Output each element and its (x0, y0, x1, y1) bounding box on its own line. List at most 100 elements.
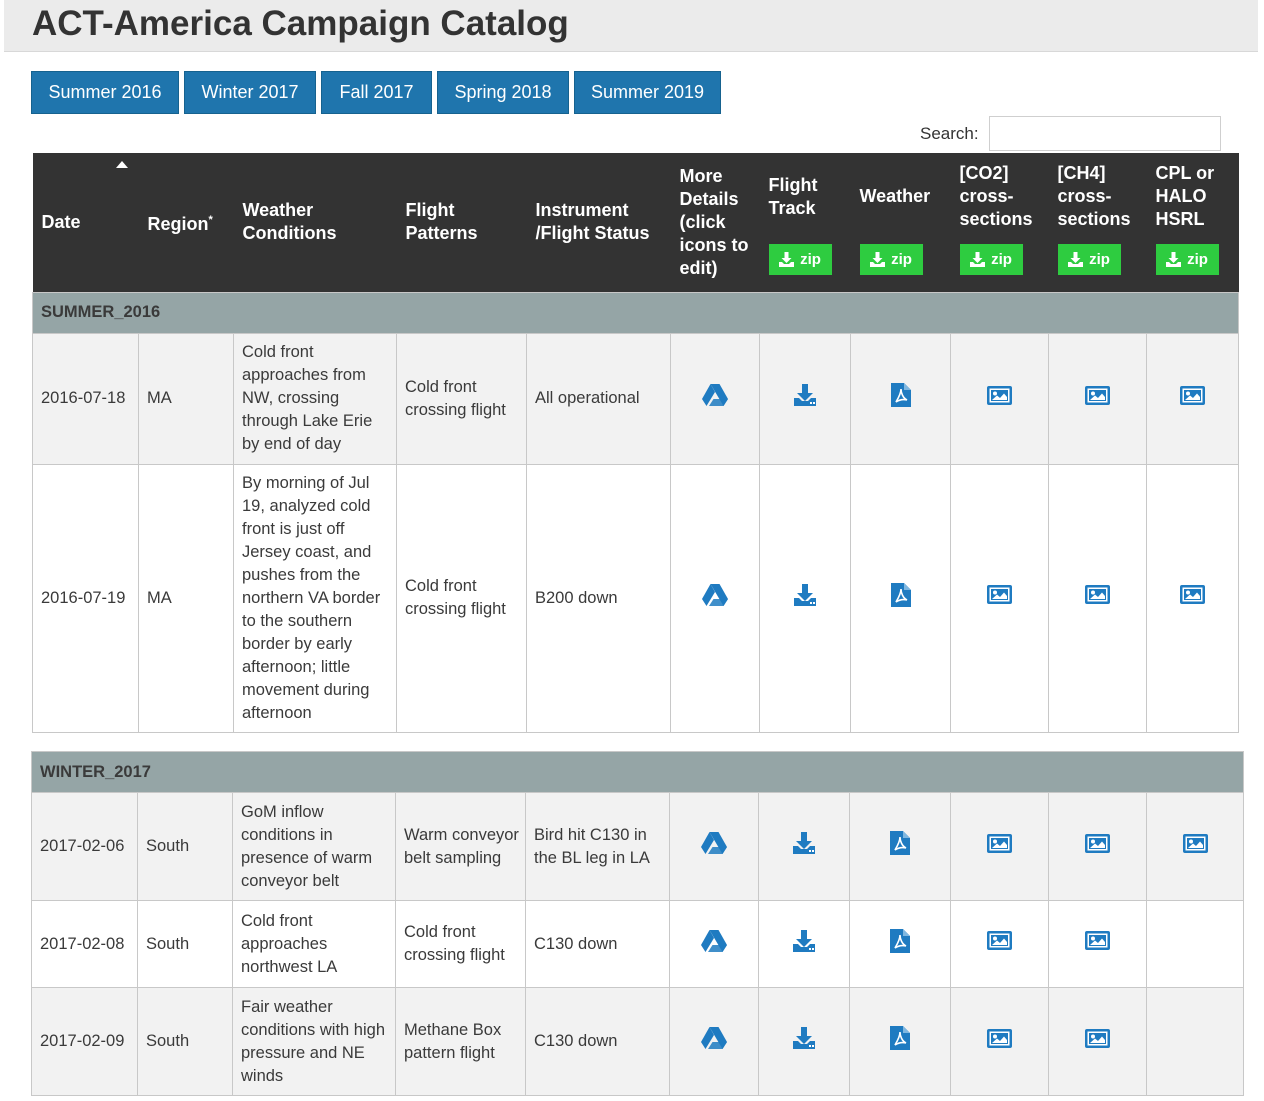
region-cell: MA (138, 332, 234, 465)
more-details-cell (670, 332, 760, 465)
download-icon[interactable] (792, 1026, 816, 1057)
cpl-cell (1146, 463, 1239, 733)
image-icon[interactable] (987, 931, 1012, 957)
download-icon (970, 252, 988, 267)
date-cell: 2016-07-19 (32, 463, 139, 733)
cpl-cell (1145, 900, 1245, 988)
co2-zip-button[interactable]: zip (959, 244, 1023, 275)
download-icon (1068, 252, 1086, 267)
more-details-column-header[interactable]: More Details (click icons to edit) (670, 153, 760, 292)
region-cell: South (137, 900, 233, 988)
table-row: 2016-07-18 MA Cold front approaches from N… (32, 332, 1239, 465)
co2-cell (950, 900, 1049, 988)
cpl-cell (1145, 792, 1245, 901)
pdf-file-icon[interactable] (890, 928, 910, 960)
weather-cell: Cold front approaches northwest LA (232, 900, 396, 988)
image-icon[interactable] (987, 833, 1012, 860)
ch4-cell (1048, 900, 1147, 988)
table-row: 2017-02-09 South Fair weather conditions w… (31, 987, 1245, 1096)
weather-cell: Fair weather conditions with high pressu… (232, 987, 396, 1096)
flight-pattern-cell: Warm conveyor belt sampling (395, 792, 526, 901)
more-details-cell (669, 792, 759, 901)
region-cell: South (137, 792, 233, 901)
cpl-column-header[interactable]: CPL or HALO HSRL zip (1146, 153, 1239, 292)
image-icon[interactable] (1180, 585, 1205, 611)
section-summer-2016: SUMMER_2016 2016-07-18 MA Cold front approa… (32, 291, 1239, 733)
image-icon[interactable] (987, 385, 1012, 412)
google-drive-icon[interactable] (702, 583, 728, 613)
ch4-zip-button[interactable]: zip (1057, 244, 1121, 275)
weather-conditions-column-header[interactable]: Weather Conditions (233, 153, 397, 292)
date-cell: 2017-02-08 (31, 900, 138, 988)
ch4-cell (1048, 463, 1147, 733)
pdf-file-icon[interactable] (890, 582, 911, 614)
flight-pattern-cell: Cold front crossing flight (396, 463, 527, 733)
weather-cell: By morning of Jul 19, analyzed cold fron… (233, 463, 397, 733)
co2-column-header[interactable]: [CO2] cross-sections zip (950, 153, 1049, 292)
download-icon[interactable] (793, 383, 817, 414)
date-column-header[interactable]: Date (32, 153, 139, 292)
tab-summer-2019[interactable]: Summer 2019 (574, 71, 721, 114)
ch4-cell (1048, 332, 1147, 465)
table-row: 2017-02-06 South GoM inflow conditions in … (31, 792, 1245, 901)
ch4-column-header[interactable]: [CH4] cross-sections zip (1048, 153, 1147, 292)
pdf-file-icon[interactable] (890, 831, 910, 862)
pdf-file-icon[interactable] (890, 1026, 910, 1057)
weather-zip-button[interactable]: zip (859, 244, 923, 275)
flight-track-column-header[interactable]: Flight Track zip (759, 153, 851, 292)
pdf-file-icon[interactable] (890, 383, 911, 414)
instrument-status-cell: C130 down (525, 900, 670, 988)
weather-column-header[interactable]: Weather zip (850, 153, 951, 292)
date-cell: 2016-07-18 (32, 332, 139, 465)
instrument-status-column-header[interactable]: Instrument /Flight Status (526, 153, 671, 292)
image-icon[interactable] (987, 585, 1012, 611)
more-details-cell (669, 900, 759, 988)
tab-winter-2017[interactable]: Winter 2017 (184, 71, 316, 114)
image-icon[interactable] (1085, 385, 1110, 412)
image-icon[interactable] (1180, 385, 1205, 412)
co2-cell (950, 987, 1049, 1096)
flight-track-cell (758, 900, 850, 988)
weather-file-cell (850, 463, 951, 733)
section-gap (32, 733, 1238, 751)
flight-pattern-cell: Cold front crossing flight (395, 900, 526, 988)
tab-summer-2016[interactable]: Summer 2016 (31, 71, 179, 114)
image-icon[interactable] (1085, 833, 1110, 860)
cpl-zip-button[interactable]: zip (1155, 244, 1219, 275)
google-drive-icon[interactable] (702, 384, 728, 413)
table-header: Date Region* Weather Conditions Flight P… (32, 153, 1239, 292)
sort-ascending-icon (115, 161, 128, 168)
image-icon[interactable] (1085, 585, 1110, 611)
tab-fall-2017[interactable]: Fall 2017 (321, 71, 432, 114)
tab-spring-2018[interactable]: Spring 2018 (437, 71, 569, 114)
region-cell: MA (138, 463, 234, 733)
google-drive-icon[interactable] (701, 1027, 727, 1056)
image-icon[interactable] (1085, 931, 1110, 957)
download-icon (779, 252, 797, 267)
region-column-header[interactable]: Region* (138, 153, 234, 292)
download-icon[interactable] (792, 831, 816, 862)
section-winter-2017: WINTER_2017 2017-02-06 South GoM inflow con… (30, 751, 1245, 1096)
image-icon[interactable] (1085, 1028, 1110, 1055)
search-input[interactable] (988, 116, 1221, 151)
weather-file-cell (849, 987, 951, 1096)
flight-track-cell (758, 792, 850, 901)
co2-cell (950, 792, 1049, 901)
image-icon[interactable] (987, 1028, 1012, 1055)
flight-patterns-column-header[interactable]: Flight Patterns (396, 153, 527, 292)
cpl-cell (1145, 987, 1245, 1096)
campaign-tabs: Summer 2016 Winter 2017 Fall 2017 Spring… (31, 71, 726, 114)
section-title: SUMMER_2016 (32, 291, 1239, 334)
image-icon[interactable] (1182, 833, 1208, 860)
google-drive-icon[interactable] (701, 832, 727, 861)
section-title: WINTER_2017 (30, 751, 1245, 793)
google-drive-icon[interactable] (701, 929, 727, 959)
weather-file-cell (849, 900, 951, 988)
search-label: Search: (920, 123, 979, 143)
download-icon[interactable] (792, 929, 816, 960)
flight-track-zip-button[interactable]: zip (768, 244, 832, 275)
page-header: ACT-America Campaign Catalog (4, 0, 1258, 52)
flight-track-cell (758, 987, 850, 1096)
download-icon[interactable] (793, 583, 817, 614)
table-row: 2016-07-19 MA By morning of Jul 19, analyz… (32, 463, 1239, 733)
